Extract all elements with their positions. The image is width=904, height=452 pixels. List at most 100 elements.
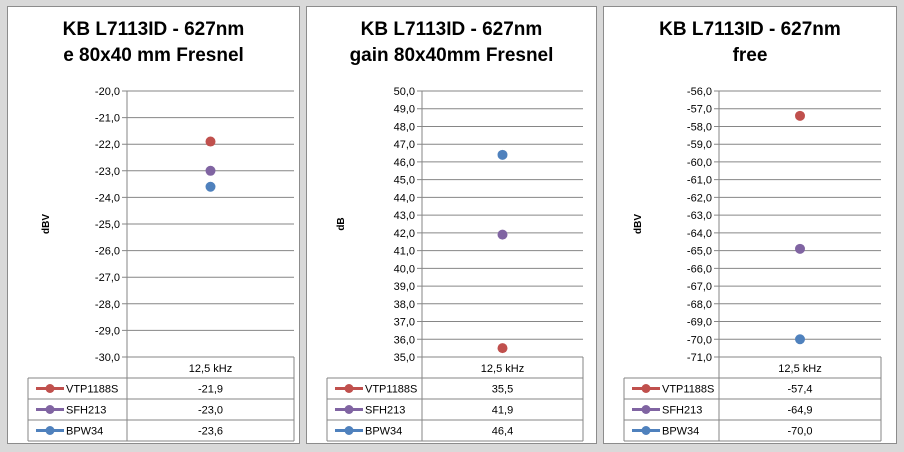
legend-key-marker <box>45 426 55 435</box>
y-tick-label: -28,0 <box>95 299 120 311</box>
chart-plot: 35,0 36,0 37,0 38,0 39,0 40,0 41,0 42,0 43,0 44,0… <box>326 86 584 442</box>
y-tick-label: -30,0 <box>95 352 120 364</box>
chart-title: KB L7113ID - 627nm free <box>604 17 896 69</box>
y-tick-label: -24,0 <box>95 192 120 204</box>
y-tick-label: 42,0 <box>394 228 415 240</box>
y-tick-label: 35,0 <box>394 352 415 364</box>
data-table-value: -57,4 <box>787 384 812 396</box>
data-table-value: 35,5 <box>492 384 513 396</box>
y-tick-label: 48,0 <box>394 121 415 133</box>
data-point <box>497 343 508 354</box>
chart-title-line-2: gain 80x40mm Fresnel <box>349 45 554 66</box>
y-tick-label: 50,0 <box>394 86 415 98</box>
data-table-value: 41,9 <box>492 405 513 417</box>
y-tick-label: -25,0 <box>95 219 120 231</box>
y-tick-label: -22,0 <box>95 139 120 151</box>
chart-panel-2: KB L7113ID - 627nm gain 80x40mm Fresnel … <box>306 6 597 444</box>
y-tick-label: 44,0 <box>394 192 415 204</box>
chart-plot: -30,0 -29,0 -28,0 -27,0 -26,0 -25,0 -24,0 -23,0… <box>27 86 295 442</box>
y-tick-label: -59,0 <box>687 139 712 151</box>
chart-title-line-2: e 80x40 mm Fresnel <box>63 45 244 66</box>
y-tick-label: -61,0 <box>687 175 712 187</box>
chart-panel-3: KB L7113ID - 627nm free -71,0 -70,0 -69,0-… <box>603 6 897 444</box>
chart-title-line-1: KB L7113ID - 627nm <box>659 19 841 40</box>
y-tick-label: 38,0 <box>394 299 415 311</box>
legend-key-marker <box>344 426 354 435</box>
chart-title-line-1: KB L7113ID - 627nm <box>62 19 245 40</box>
y-tick-label: 43,0 <box>394 210 415 222</box>
data-point <box>497 149 508 160</box>
y-tick-label: -69,0 <box>687 317 712 329</box>
chart-title-line-1: KB L7113ID - 627nm <box>360 19 543 40</box>
y-tick-label: -68,0 <box>687 299 712 311</box>
data-table-value: -70,0 <box>787 426 812 438</box>
y-tick-label: -21,0 <box>95 113 120 125</box>
legend-key-marker <box>344 384 354 393</box>
y-tick-label: -62,0 <box>687 192 712 204</box>
legend-key-marker <box>45 405 55 414</box>
legend-entry: VTP1188S <box>66 384 118 396</box>
y-tick-label: -71,0 <box>687 352 712 364</box>
y-tick-label: -70,0 <box>687 334 712 346</box>
data-point <box>497 229 508 240</box>
y-tick-label: -29,0 <box>95 325 120 337</box>
chart-title: KB L7113ID - 627nm gain 80x40mm Fresnel <box>307 17 596 69</box>
y-tick-label: 36,0 <box>394 334 415 346</box>
y-tick-label: 47,0 <box>394 139 415 151</box>
chart-panel-1: KB L7113ID - 627nm e 80x40 mm Fresnel -3… <box>7 6 300 444</box>
legend-entry: SFH213 <box>365 405 405 417</box>
data-table-value: -64,9 <box>787 405 812 417</box>
data-point <box>205 165 216 176</box>
legend-entry: SFH213 <box>66 405 106 417</box>
y-tick-label: -26,0 <box>95 246 120 258</box>
y-tick-label: -60,0 <box>687 157 712 169</box>
chart-title-line-2: free <box>732 45 768 66</box>
data-point <box>795 334 805 345</box>
x-category-label: 12,5 kHz <box>481 363 524 375</box>
legend-entry: VTP1188S <box>365 384 417 396</box>
y-tick-label: 49,0 <box>394 104 415 116</box>
y-axis-label: dBV <box>633 214 644 234</box>
data-point <box>205 181 216 192</box>
y-tick-label: 41,0 <box>394 246 415 258</box>
legend-key-marker <box>641 384 651 393</box>
y-axis-label: dB <box>336 217 347 230</box>
y-tick-label: -20,0 <box>95 86 120 98</box>
y-tick-label: -64,0 <box>687 228 712 240</box>
legend-entry: BPW34 <box>365 426 402 438</box>
legend-key-marker <box>45 384 55 393</box>
chart-title: KB L7113ID - 627nm e 80x40 mm Fresnel <box>8 17 299 69</box>
data-table-value: -23,0 <box>198 405 223 417</box>
y-tick-label: -58,0 <box>687 121 712 133</box>
legend-key-marker <box>641 405 651 414</box>
y-tick-label: 40,0 <box>394 263 415 275</box>
legend-key-marker <box>344 405 354 414</box>
y-tick-label: 39,0 <box>394 281 415 293</box>
y-tick-label: -66,0 <box>687 263 712 275</box>
legend-key-marker <box>641 426 651 435</box>
data-table-value: -23,6 <box>198 426 223 438</box>
y-tick-label: -65,0 <box>687 246 712 258</box>
data-table-value: 46,4 <box>492 426 513 438</box>
x-category-label: 12,5 kHz <box>778 363 821 375</box>
legend-entry: SFH213 <box>662 405 702 417</box>
y-tick-label: 37,0 <box>394 317 415 329</box>
y-axis-label: dBV <box>41 214 52 234</box>
y-tick-label: -67,0 <box>687 281 712 293</box>
data-point <box>795 243 805 254</box>
y-tick-label: -23,0 <box>95 166 120 178</box>
y-tick-label: 46,0 <box>394 157 415 169</box>
x-category-label: 12,5 kHz <box>189 363 232 375</box>
legend-entry: VTP1188S <box>662 384 714 396</box>
data-table-value: -21,9 <box>198 384 223 396</box>
y-tick-label: -57,0 <box>687 104 712 116</box>
data-point <box>205 136 216 147</box>
legend-entry: BPW34 <box>662 426 699 438</box>
y-tick-label: -56,0 <box>687 86 712 98</box>
y-tick-label: -63,0 <box>687 210 712 222</box>
y-tick-label: -27,0 <box>95 272 120 284</box>
y-tick-label: 45,0 <box>394 175 415 187</box>
legend-entry: BPW34 <box>66 426 103 438</box>
chart-plot: -71,0 -70,0 -69,0 -68,0 -67,0 -66,0 -65,0 -64,0… <box>623 86 882 442</box>
data-point <box>795 110 805 121</box>
